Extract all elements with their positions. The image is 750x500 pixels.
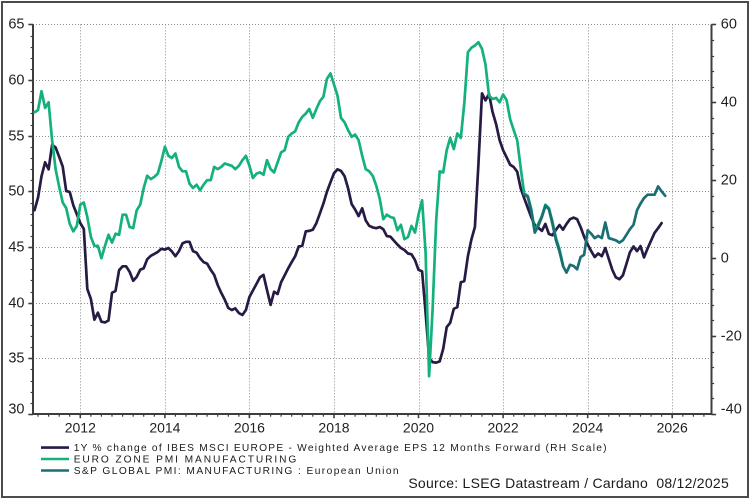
svg-text:40: 40: [8, 296, 24, 312]
svg-text:EURO ZONE PMI MANUFACTURING: EURO ZONE PMI MANUFACTURING: [74, 454, 299, 465]
svg-text:2022: 2022: [488, 419, 519, 435]
svg-text:S&P GLOBAL PMI: MANUFACTURING: S&P GLOBAL PMI: MANUFACTURING : European…: [74, 466, 400, 477]
svg-text:2020: 2020: [403, 419, 434, 435]
svg-text:60: 60: [8, 73, 24, 89]
svg-text:45: 45: [8, 240, 24, 256]
svg-text:-20: -20: [721, 329, 742, 345]
svg-text:20: 20: [721, 173, 737, 189]
svg-text:40: 40: [721, 95, 737, 111]
svg-text:2014: 2014: [149, 419, 180, 435]
svg-text:Source: LSEG Datastream / Card: Source: LSEG Datastream / Cardano 08/12/…: [408, 475, 729, 491]
svg-text:65: 65: [8, 17, 24, 33]
svg-text:2024: 2024: [572, 419, 603, 435]
svg-text:30: 30: [8, 401, 24, 417]
svg-text:2018: 2018: [318, 419, 349, 435]
svg-text:50: 50: [8, 184, 24, 200]
svg-text:1Y % change of IBES MSCI EUROP: 1Y % change of IBES MSCI EUROPE - Weight…: [74, 443, 608, 454]
svg-text:2026: 2026: [657, 419, 688, 435]
svg-text:2012: 2012: [65, 419, 96, 435]
svg-text:-40: -40: [721, 401, 742, 417]
svg-text:35: 35: [8, 351, 24, 367]
svg-text:60: 60: [721, 17, 737, 33]
svg-text:55: 55: [8, 129, 24, 145]
svg-text:2016: 2016: [234, 419, 265, 435]
svg-text:0: 0: [721, 251, 729, 267]
